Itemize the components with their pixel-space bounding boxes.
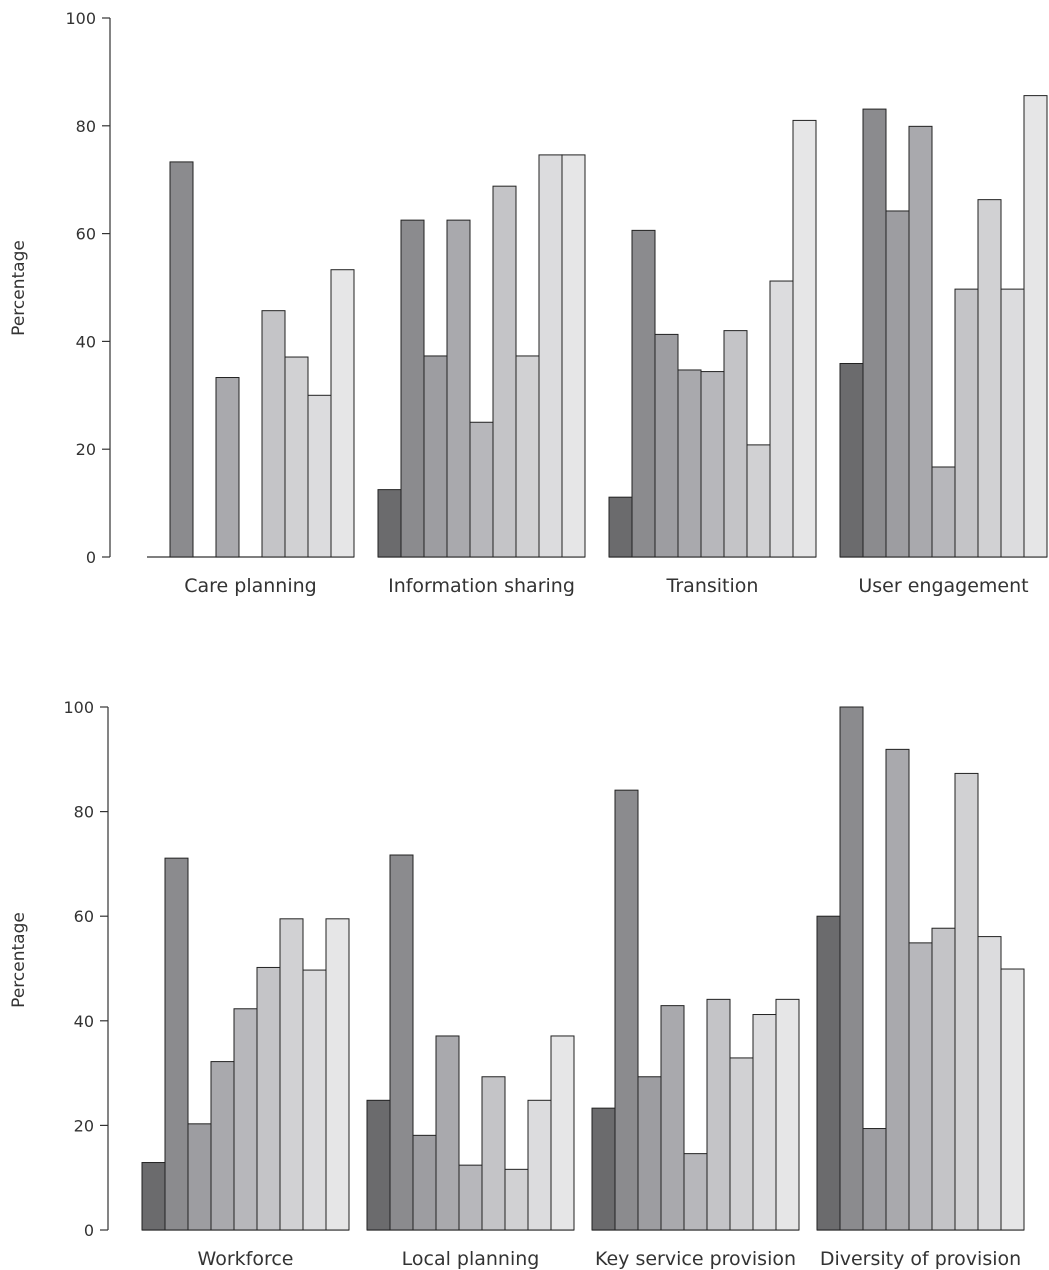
bar bbox=[614, 789, 639, 1231]
bar bbox=[746, 444, 771, 558]
bar bbox=[637, 1076, 662, 1231]
bar bbox=[458, 1164, 483, 1231]
y-tick-label: 80 bbox=[74, 803, 94, 822]
bar bbox=[885, 748, 910, 1231]
category-label: Transition bbox=[666, 575, 759, 597]
bar bbox=[261, 310, 286, 558]
bar bbox=[504, 1168, 529, 1231]
bar bbox=[187, 1123, 212, 1231]
bar bbox=[839, 362, 864, 558]
bar bbox=[561, 154, 586, 558]
chart-panel-bottom: 0 20 40 60 80 100 Percentage Workforce Local pla… bbox=[9, 698, 1025, 1270]
bar bbox=[164, 857, 189, 1231]
bar bbox=[169, 161, 194, 558]
bar bbox=[660, 1005, 685, 1231]
y-tick-label: 60 bbox=[74, 907, 94, 926]
category-label: User engagement bbox=[858, 575, 1028, 597]
bar bbox=[908, 125, 933, 558]
bar bbox=[931, 466, 956, 558]
bar bbox=[608, 496, 633, 558]
category-label: Diversity of provision bbox=[820, 1248, 1021, 1270]
bar bbox=[515, 355, 540, 558]
y-tick-label: 60 bbox=[76, 225, 96, 244]
bar bbox=[954, 288, 979, 558]
bar bbox=[325, 918, 350, 1231]
bar bbox=[752, 1014, 777, 1231]
bar bbox=[492, 185, 517, 558]
bar bbox=[1000, 288, 1025, 558]
bar bbox=[538, 154, 563, 558]
bar bbox=[862, 108, 887, 558]
bar bbox=[683, 1153, 708, 1231]
y-axis-title: Percentage bbox=[9, 912, 29, 1008]
category-label: Information sharing bbox=[388, 575, 575, 597]
bar bbox=[550, 1035, 575, 1231]
bar bbox=[885, 210, 910, 558]
bar bbox=[729, 1057, 754, 1231]
bar bbox=[389, 854, 414, 1231]
bar bbox=[412, 1134, 437, 1231]
y-tick-label: 40 bbox=[76, 332, 96, 351]
bar bbox=[723, 330, 748, 558]
y-tick-label: 20 bbox=[74, 1116, 94, 1135]
y-tick-label: 0 bbox=[86, 548, 96, 567]
bar bbox=[307, 394, 332, 558]
y-tick-label: 100 bbox=[65, 9, 96, 28]
bar bbox=[977, 199, 1002, 558]
bar bbox=[481, 1076, 506, 1231]
bar bbox=[446, 219, 471, 558]
category-label: Local planning bbox=[402, 1248, 540, 1270]
bar bbox=[954, 772, 979, 1231]
bar bbox=[706, 998, 731, 1231]
bar bbox=[527, 1099, 552, 1231]
y-axis-title: Percentage bbox=[9, 240, 29, 336]
bar bbox=[423, 355, 448, 558]
bar bbox=[366, 1099, 391, 1231]
category-label: Workforce bbox=[198, 1248, 294, 1270]
bar bbox=[631, 229, 656, 558]
y-tick-label: 20 bbox=[76, 440, 96, 459]
bar bbox=[977, 936, 1002, 1231]
bar bbox=[1000, 968, 1025, 1231]
bar bbox=[816, 915, 841, 1231]
bar bbox=[1023, 95, 1048, 558]
bar bbox=[400, 219, 425, 558]
chart-panel-top: 0 20 40 60 80 100 Percentage Care planning Infor… bbox=[9, 9, 1048, 597]
bar bbox=[302, 969, 327, 1231]
bar bbox=[210, 1061, 235, 1231]
bar bbox=[769, 280, 794, 558]
bar bbox=[233, 1008, 258, 1231]
y-tick-label: 0 bbox=[84, 1221, 94, 1240]
bar bbox=[469, 421, 494, 558]
bar bbox=[256, 966, 281, 1231]
bar bbox=[908, 942, 933, 1231]
bar bbox=[279, 918, 304, 1231]
category-label: Care planning bbox=[184, 575, 316, 597]
bar bbox=[700, 371, 725, 558]
y-tick-label: 80 bbox=[76, 117, 96, 136]
bar bbox=[591, 1107, 616, 1231]
bar bbox=[330, 269, 355, 558]
bar bbox=[775, 998, 800, 1231]
bar bbox=[215, 377, 240, 558]
bar bbox=[677, 369, 702, 558]
bar bbox=[141, 1162, 166, 1231]
bar bbox=[654, 333, 679, 558]
bar bbox=[435, 1035, 460, 1231]
bar bbox=[931, 927, 956, 1231]
bar bbox=[839, 706, 864, 1231]
y-tick-label: 40 bbox=[74, 1012, 94, 1031]
y-tick-label: 100 bbox=[63, 698, 94, 717]
category-label: Key service provision bbox=[595, 1248, 796, 1270]
bar bbox=[862, 1128, 887, 1231]
bar bbox=[792, 119, 817, 558]
bar bbox=[377, 489, 402, 558]
bar bbox=[284, 356, 309, 558]
